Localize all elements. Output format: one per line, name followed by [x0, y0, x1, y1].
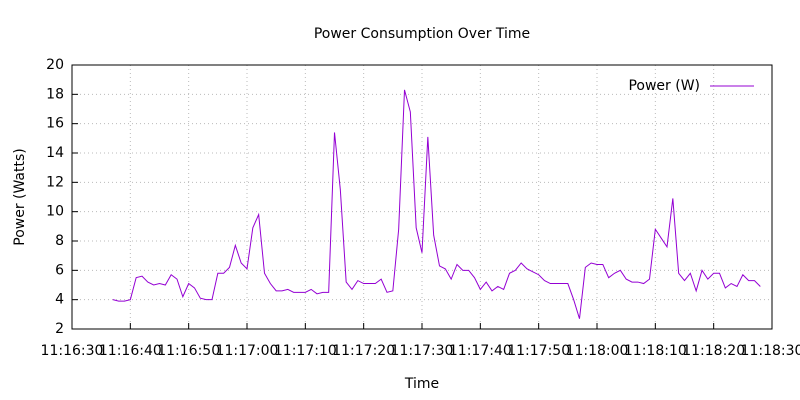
chart-title: Power Consumption Over Time	[314, 26, 530, 42]
x-tick-label: 11:16:40	[99, 343, 162, 359]
line-series	[112, 89, 761, 319]
x-tick-label: 11:18:30	[741, 343, 800, 359]
y-tick-label: 16	[46, 116, 64, 132]
plot-border	[71, 64, 773, 330]
y-tick-label: 4	[55, 292, 64, 308]
x-tick-label: 11:17:50	[507, 343, 570, 359]
y-tick-label: 2	[55, 321, 64, 337]
y-tick-label: 12	[46, 174, 64, 190]
x-axis-label: Time	[404, 376, 439, 392]
y-tick-label: 10	[46, 204, 64, 220]
x-tick-label: 11:17:10	[274, 343, 337, 359]
x-tick-label: 11:16:50	[157, 343, 220, 359]
y-tick-label: 8	[55, 233, 64, 249]
x-tick-label: 11:17:40	[449, 343, 512, 359]
y-axis-label: Power (Watts)	[12, 148, 28, 246]
x-tick-label: 11:17:20	[332, 343, 395, 359]
x-tick-label: 11:18:00	[566, 343, 629, 359]
y-tick-label: 20	[46, 57, 64, 73]
x-tick-label: 11:17:30	[391, 343, 454, 359]
x-tick-label: 11:18:10	[624, 343, 687, 359]
y-tick-label: 18	[46, 86, 64, 102]
y-tick-label: 6	[55, 262, 64, 278]
x-tick-label: 11:16:30	[41, 343, 104, 359]
y-tick-label: 14	[46, 145, 64, 161]
x-tick-label: 11:18:20	[682, 343, 745, 359]
x-tick-label: 11:17:00	[216, 343, 279, 359]
legend-label: Power (W)	[628, 78, 700, 94]
